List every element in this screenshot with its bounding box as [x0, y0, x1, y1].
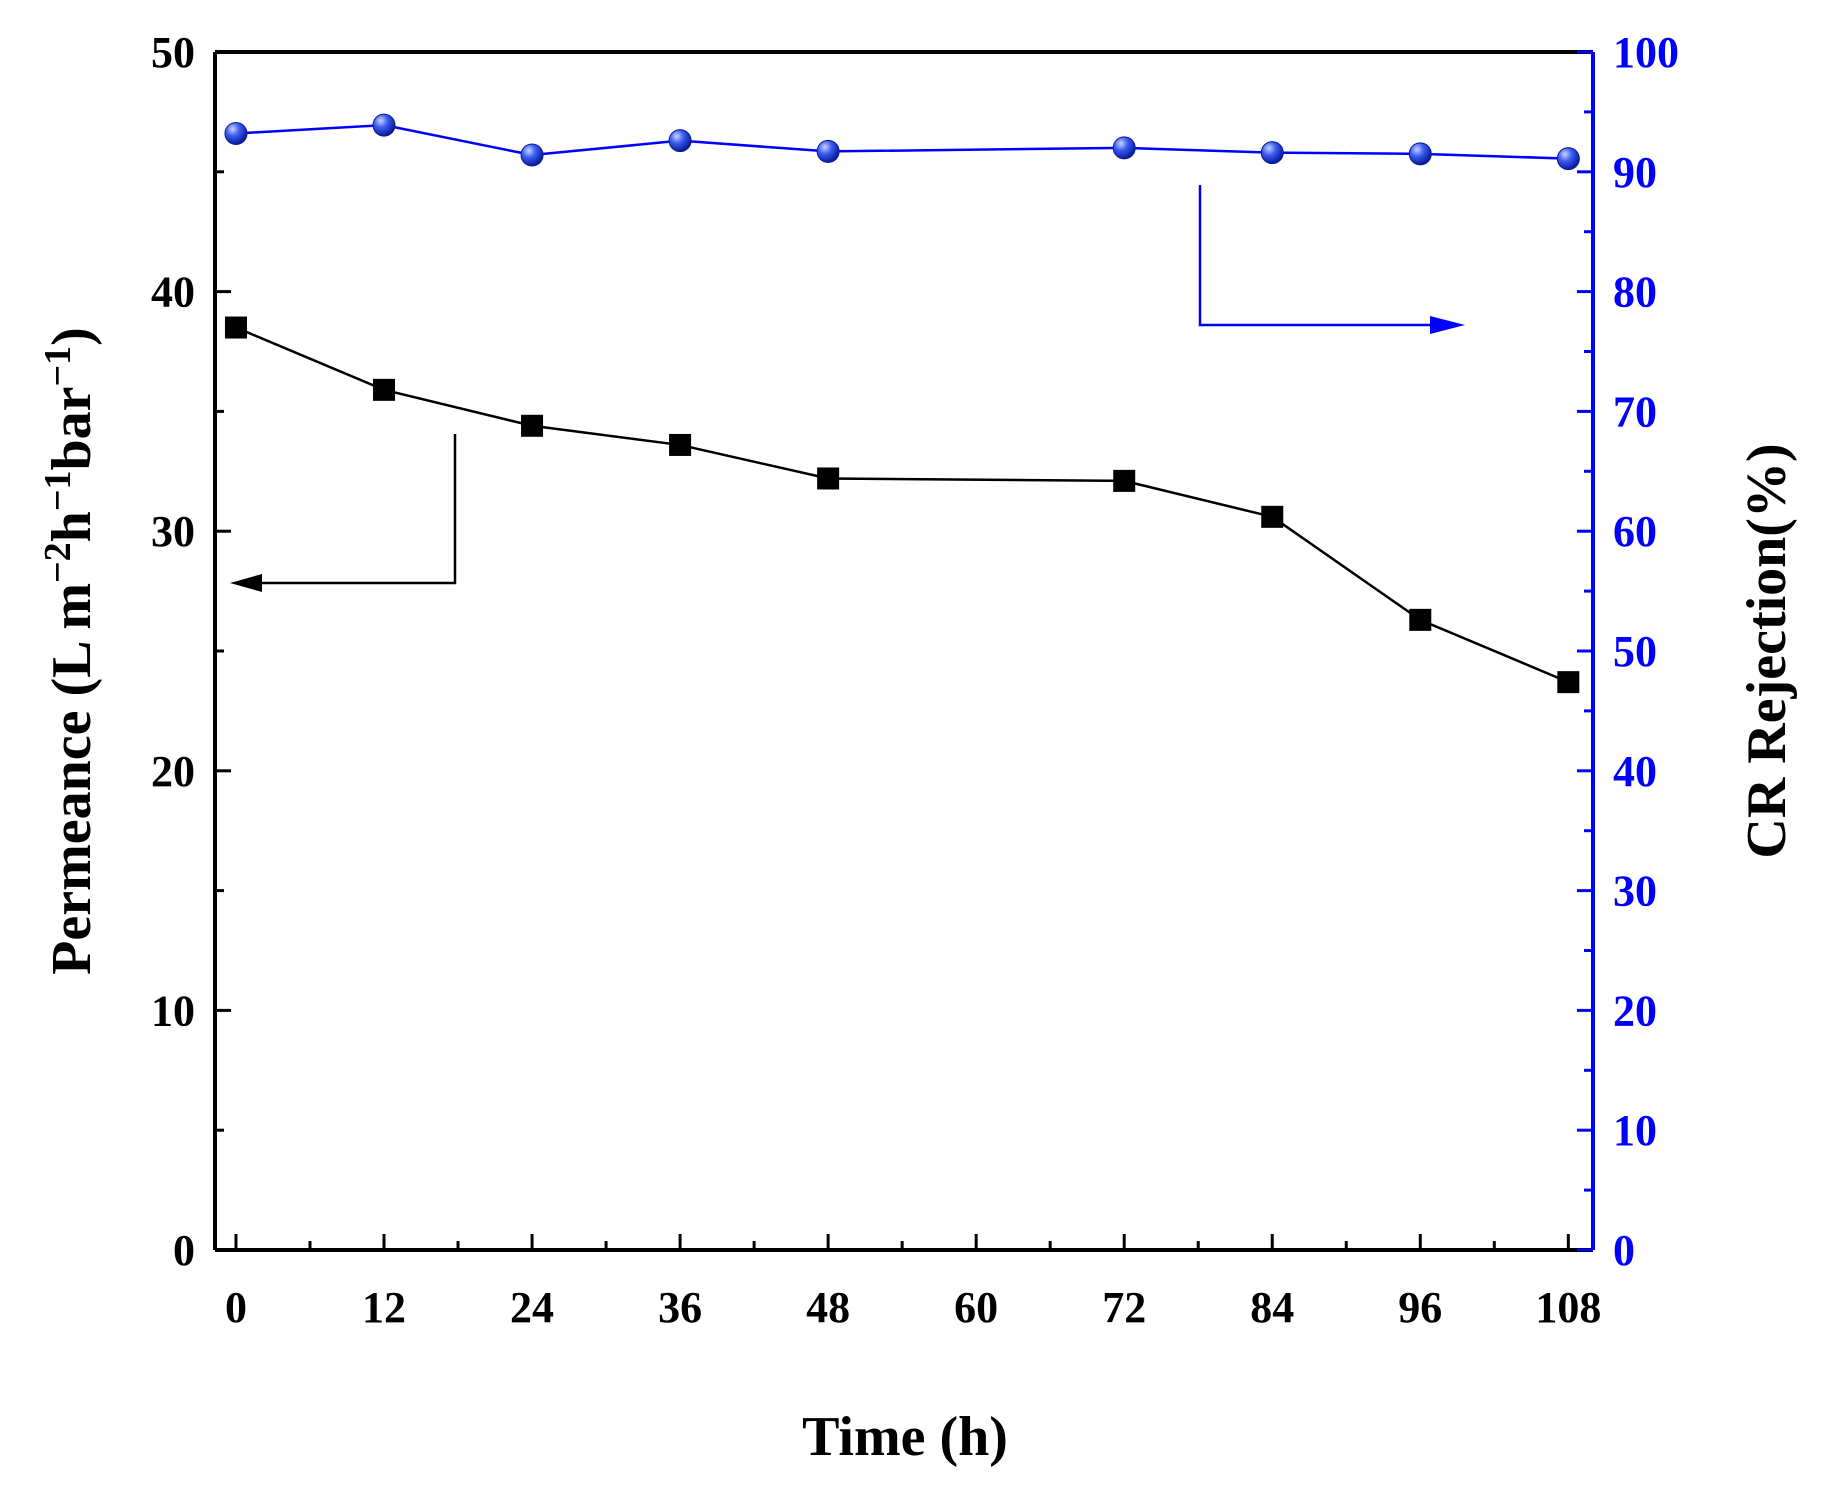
x-tick-label: 108: [1535, 1283, 1601, 1332]
y-right-tick-label: 80: [1613, 268, 1657, 317]
x-tick-label: 24: [510, 1283, 554, 1332]
y-right-tick-label: 50: [1613, 627, 1657, 676]
x-axis-title: Time (h): [802, 1406, 1008, 1468]
y-right-tick-label: 60: [1613, 507, 1657, 556]
permeance-point: [1409, 608, 1432, 631]
permeance-point: [1113, 469, 1136, 492]
y-left-axis-title: Permeance (L m−2h−1bar−1): [37, 327, 103, 975]
permeance-point: [817, 467, 840, 490]
permeance-line: [235, 326, 1569, 684]
x-tick-label: 60: [954, 1283, 998, 1332]
x-tick-label: 48: [806, 1283, 850, 1332]
y-right-tick-label: 20: [1613, 986, 1657, 1035]
cr-rejection-point: [1260, 141, 1284, 165]
y-right-tick-label: 100: [1613, 28, 1679, 77]
permeance-point: [521, 414, 544, 437]
y-right-tick-label: 40: [1613, 747, 1657, 796]
plot-area: [213, 50, 1595, 1252]
cr-rejection-point: [520, 143, 544, 167]
permeance-point: [1557, 671, 1580, 694]
x-tick-label: 96: [1398, 1283, 1442, 1332]
y-left-tick-label: 30: [151, 507, 195, 556]
cr-rejection-point: [1408, 142, 1432, 166]
y-left-tick-label: 0: [173, 1226, 195, 1275]
permeance-point: [669, 433, 692, 456]
y-right-tick-label: 90: [1613, 148, 1657, 197]
y-right-axis-title: CR Rejection(%): [1736, 443, 1798, 858]
y-right-tick-label: 30: [1613, 867, 1657, 916]
cr-rejection-point: [1112, 136, 1136, 160]
y-right-axis-ticks: 0 10 20 30 40 50 60 70 80 90 100: [1577, 28, 1679, 1275]
y-left-tick-label: 50: [151, 28, 195, 77]
cr-rejection-point: [1556, 147, 1580, 171]
y-right-tick-label: 10: [1613, 1106, 1657, 1155]
series-layer: [224, 113, 1580, 694]
cr-rejection-point: [372, 113, 396, 137]
y-right-tick-label: 0: [1613, 1226, 1635, 1275]
x-tick-label: 84: [1250, 1283, 1294, 1332]
y-left-tick-label: 40: [151, 268, 195, 317]
y-left-axis-ticks: 0 10 20 30 40 50: [151, 28, 231, 1275]
permeance-point: [1261, 505, 1284, 528]
y-left-tick-label: 10: [151, 986, 195, 1035]
permeance-point: [224, 316, 247, 339]
y-right-tick-label: 70: [1613, 387, 1657, 436]
y-left-tick-label: 20: [151, 747, 195, 796]
cr-rejection-point: [668, 129, 692, 153]
x-tick-label: 36: [658, 1283, 702, 1332]
x-tick-label: 0: [225, 1283, 247, 1332]
cr-rejection-point: [816, 139, 840, 163]
x-axis-ticks: 0 12 24 36 48 60 72 84 96 108: [225, 1234, 1601, 1332]
cr-rejection-line: [235, 123, 1569, 160]
cr-rejection-point: [224, 121, 248, 145]
right-axis-pointer-arrow: [1198, 185, 1465, 334]
permeance-point: [373, 378, 396, 401]
x-tick-label: 12: [362, 1283, 406, 1332]
left-axis-pointer-arrow: [230, 434, 457, 592]
x-tick-label: 72: [1102, 1283, 1146, 1332]
